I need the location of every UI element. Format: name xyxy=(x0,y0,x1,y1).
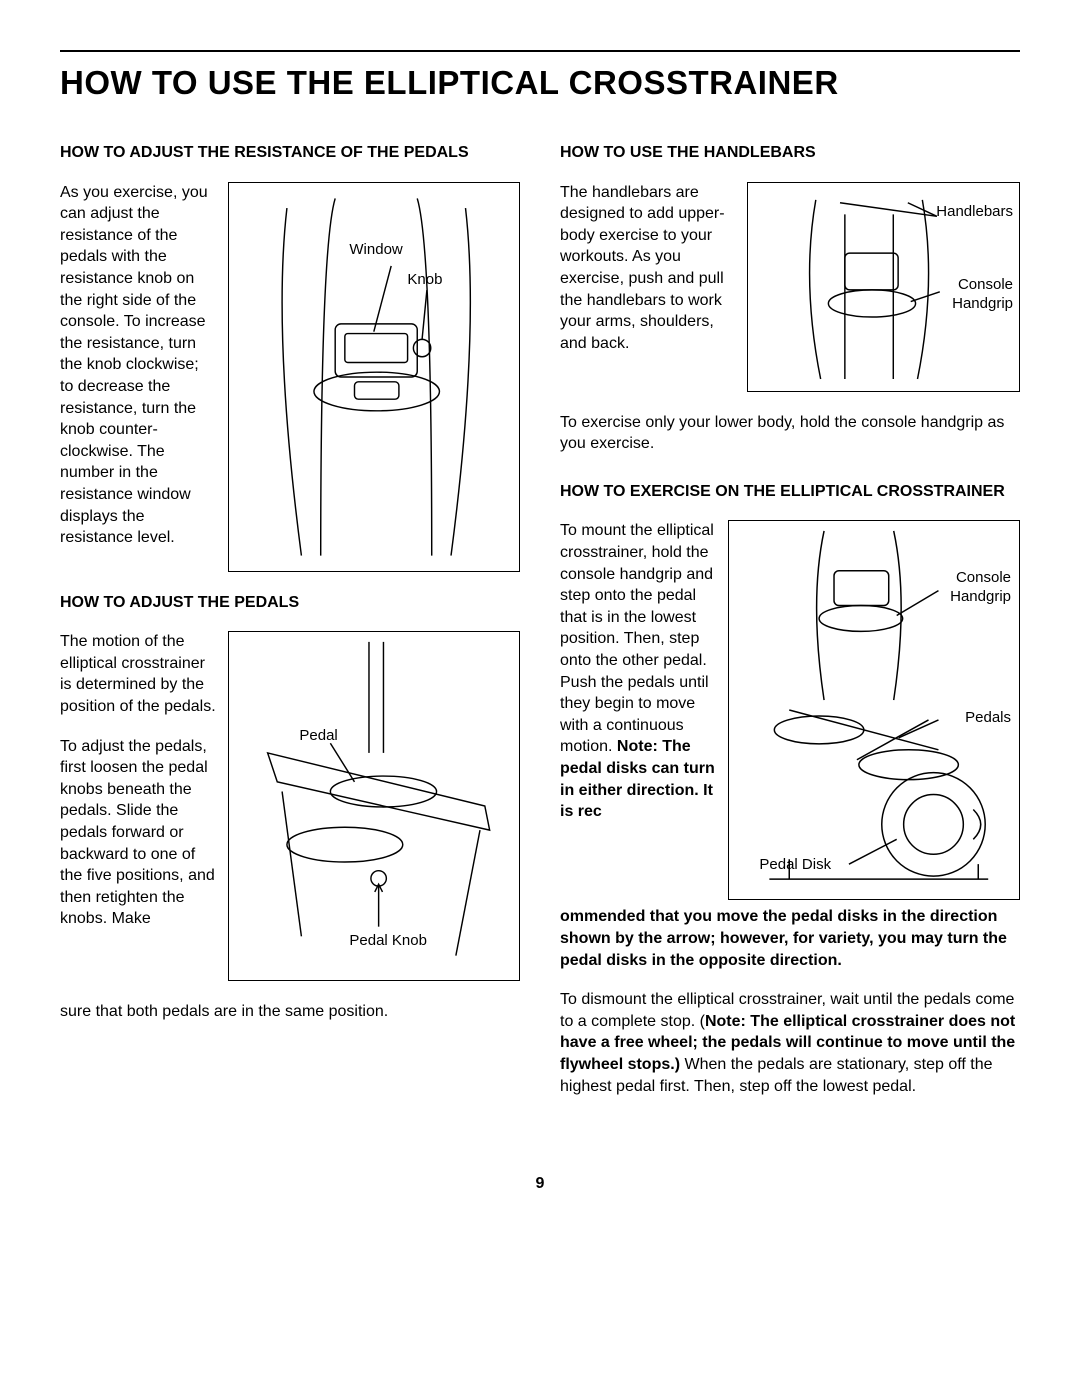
label-knob: Knob xyxy=(407,271,442,288)
figure-console: Window Knob xyxy=(228,182,520,572)
row-pedals: The motion of the elliptical crosstraine… xyxy=(60,631,520,981)
heading-adjust-resistance: HOW TO ADJUST THE RESISTANCE OF THE PEDA… xyxy=(60,142,520,164)
label-console2: Console xyxy=(956,569,1011,586)
pedal-sketch-icon xyxy=(229,632,519,980)
label-handlebars: Handlebars xyxy=(936,203,1013,220)
label-pedal-knob: Pedal Knob xyxy=(349,932,427,949)
label-window: Window xyxy=(349,241,402,258)
heading-handlebars: HOW TO USE THE HANDLEBARS xyxy=(560,142,1020,164)
label-pedal-knob-text: Pedal Knob xyxy=(349,932,427,949)
label-handgrip2: Handgrip xyxy=(950,588,1011,605)
text-pedals: The motion of the elliptical crosstraine… xyxy=(60,631,216,930)
label-pedals2: Pedals xyxy=(965,709,1011,726)
heading-exercise: HOW TO EXERCISE ON THE ELLIPTICAL CROSST… xyxy=(560,481,1020,503)
text-resistance: As you exercise, you can adjust the resi… xyxy=(60,182,216,549)
pedals-para1: The motion of the elliptical crosstraine… xyxy=(60,631,216,717)
row-handlebars: The handlebars are designed to add upper… xyxy=(560,182,1020,392)
exercise-bold-cont: ommended that you move the pedal disks i… xyxy=(560,906,1020,971)
exercise-pre: To mount the elliptical crosstrainer, ho… xyxy=(560,522,714,755)
figure-exercise: Console Handgrip Pedals Pedal Disk xyxy=(728,520,1020,900)
row-resistance: As you exercise, you can adjust the resi… xyxy=(60,182,520,572)
left-column: HOW TO ADJUST THE RESISTANCE OF THE PEDA… xyxy=(60,142,520,1115)
page-number: 9 xyxy=(60,1175,1020,1193)
pedals-after: sure that both pedals are in the same po… xyxy=(60,1001,520,1023)
text-exercise: To mount the elliptical crosstrainer, ho… xyxy=(560,520,716,822)
label-console1: Console xyxy=(958,276,1013,293)
text-handlebars: The handlebars are designed to add upper… xyxy=(560,182,735,355)
heading-adjust-pedals: HOW TO ADJUST THE PEDALS xyxy=(60,592,520,614)
figure-pedals: Pedal Pedal Knob xyxy=(228,631,520,981)
top-rule xyxy=(60,50,1020,52)
label-pedal-disk: Pedal Disk xyxy=(759,856,831,873)
page-title: HOW TO USE THE ELLIPTICAL CROSSTRAINER xyxy=(60,64,1020,102)
row-exercise: To mount the elliptical crosstrainer, ho… xyxy=(560,520,1020,900)
pedals-para2: To adjust the pedals, first loosen the p… xyxy=(60,736,216,930)
figure-handlebars: Handlebars Console Handgrip xyxy=(747,182,1020,392)
handlebars-after: To exercise only your lower body, hold t… xyxy=(560,412,1020,455)
two-column-layout: HOW TO ADJUST THE RESISTANCE OF THE PEDA… xyxy=(60,142,1020,1115)
label-handgrip1: Handgrip xyxy=(952,295,1013,312)
right-column: HOW TO USE THE HANDLEBARS The handlebars… xyxy=(560,142,1020,1115)
label-pedal: Pedal xyxy=(299,727,337,744)
exercise-dismount: To dismount the elliptical crosstrainer,… xyxy=(560,989,1020,1097)
